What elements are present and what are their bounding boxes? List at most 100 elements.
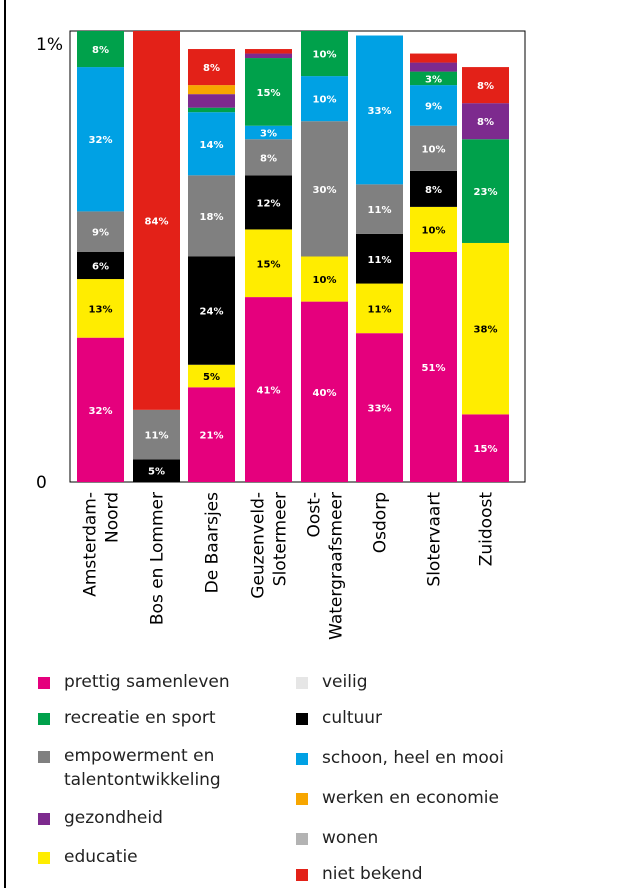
bar-segment bbox=[301, 76, 348, 122]
data-label: 6% bbox=[92, 262, 109, 273]
legend-label: gezondheid bbox=[64, 808, 163, 828]
x-tick-label: Oost- bbox=[305, 492, 325, 537]
bar-segment bbox=[410, 53, 457, 63]
legend-swatch bbox=[296, 677, 308, 689]
bar-segment bbox=[462, 103, 509, 140]
x-tick-label: Zuidoost bbox=[477, 492, 497, 567]
bar-segment bbox=[301, 31, 348, 77]
bar-segment bbox=[188, 175, 235, 257]
bar-segment bbox=[245, 125, 292, 140]
bar-segment bbox=[133, 459, 180, 482]
y-tick-label-0: 0 bbox=[36, 473, 47, 493]
y-tick-label-top: 1% bbox=[36, 35, 63, 55]
x-tick-label: Slotermeer bbox=[271, 492, 291, 586]
bar-segment bbox=[77, 67, 124, 212]
bar-segment bbox=[356, 233, 403, 284]
bar-segment bbox=[301, 121, 348, 257]
bar-segment bbox=[410, 85, 457, 126]
bar-segment bbox=[188, 94, 235, 108]
legend-label: prettig samenleven bbox=[64, 672, 230, 692]
bar-segment bbox=[356, 333, 403, 482]
data-label: 13% bbox=[89, 304, 113, 315]
frame-left-border bbox=[4, 0, 6, 888]
data-label: 10% bbox=[313, 50, 337, 61]
bar-segment bbox=[462, 414, 509, 482]
bar-segment bbox=[356, 184, 403, 234]
x-tick-label: De Baarsjes bbox=[203, 492, 223, 593]
bar-segment bbox=[462, 67, 509, 104]
data-label: 21% bbox=[200, 431, 224, 442]
bar-segment bbox=[245, 297, 292, 482]
data-label: 30% bbox=[313, 185, 337, 196]
data-label: 10% bbox=[422, 225, 446, 236]
data-label: 33% bbox=[368, 404, 392, 415]
x-tick-label: Amsterdam- bbox=[81, 492, 101, 597]
bar-segment bbox=[188, 112, 235, 176]
legend-label-line2: talentontwikkeling bbox=[64, 770, 221, 790]
data-label: 11% bbox=[368, 304, 392, 315]
data-label: 15% bbox=[474, 444, 498, 455]
legend-label: empowerment en bbox=[64, 746, 215, 766]
bar-segment bbox=[245, 139, 292, 176]
data-label: 3% bbox=[425, 74, 442, 85]
data-label: 10% bbox=[313, 275, 337, 286]
data-label: 41% bbox=[257, 386, 281, 397]
x-tick-label: Geuzenveld- bbox=[249, 492, 269, 599]
data-label: 24% bbox=[200, 307, 224, 318]
bar-segment bbox=[77, 279, 124, 338]
data-label: 18% bbox=[200, 212, 224, 223]
bar-segment bbox=[188, 49, 235, 86]
legend-label: niet bekend bbox=[322, 864, 423, 884]
data-label: 40% bbox=[313, 388, 337, 399]
stacked-bar-chart: 0 1% 32% 13% 6% 9% 32% 8% 5% 11% 84% 21% 5% 24% 18% 14%… bbox=[36, 30, 526, 640]
legend-swatch bbox=[296, 833, 308, 845]
legend-swatch bbox=[38, 677, 50, 689]
bar-segment bbox=[462, 139, 509, 243]
bar-segment bbox=[188, 364, 235, 388]
x-tick-label: Watergraafsmeer bbox=[327, 492, 347, 640]
bar-segment bbox=[245, 175, 292, 230]
bar-segment bbox=[245, 49, 292, 54]
data-label: 11% bbox=[368, 255, 392, 266]
data-label: 12% bbox=[257, 198, 281, 209]
plot-frame bbox=[69, 30, 526, 483]
bar-segment bbox=[188, 85, 235, 95]
bar-segment bbox=[245, 229, 292, 298]
data-label: 9% bbox=[425, 101, 442, 112]
data-label: 8% bbox=[477, 117, 494, 128]
data-label: 8% bbox=[203, 63, 220, 74]
legend-label: veilig bbox=[322, 672, 368, 692]
legend-label: schoon, heel en mooi bbox=[322, 748, 504, 768]
legend-swatch bbox=[38, 813, 50, 825]
data-label: 8% bbox=[92, 45, 109, 56]
x-tick-label: Bos en Lommer bbox=[148, 492, 168, 625]
data-label: 8% bbox=[260, 153, 277, 164]
data-label: 15% bbox=[257, 259, 281, 270]
bar-segment bbox=[245, 58, 292, 126]
data-label: 51% bbox=[422, 363, 446, 374]
legend-swatch bbox=[296, 869, 308, 881]
data-label: 8% bbox=[425, 185, 442, 196]
data-label: 9% bbox=[92, 228, 109, 239]
legend-label: wonen bbox=[322, 828, 379, 848]
data-label: 3% bbox=[260, 128, 277, 139]
data-label: 14% bbox=[200, 140, 224, 151]
bar-segment bbox=[410, 170, 457, 207]
legend-swatch bbox=[296, 713, 308, 725]
legend-label: cultuur bbox=[322, 708, 383, 728]
bar-segment bbox=[410, 251, 457, 482]
legend-label: educatie bbox=[64, 847, 138, 867]
data-label: 15% bbox=[257, 88, 281, 99]
data-label: 10% bbox=[313, 95, 337, 106]
bar-segment bbox=[410, 125, 457, 171]
data-label: 32% bbox=[89, 406, 113, 417]
legend-swatch bbox=[38, 713, 50, 725]
x-tick-label: Noord bbox=[103, 492, 123, 543]
bar-segment bbox=[77, 211, 124, 252]
bar-segment bbox=[245, 53, 292, 59]
legend-label: recreatie en sport bbox=[64, 708, 216, 728]
data-label: 33% bbox=[368, 106, 392, 117]
data-label: 38% bbox=[474, 325, 498, 336]
legend-swatch bbox=[38, 852, 50, 864]
bar-segment bbox=[410, 71, 457, 86]
